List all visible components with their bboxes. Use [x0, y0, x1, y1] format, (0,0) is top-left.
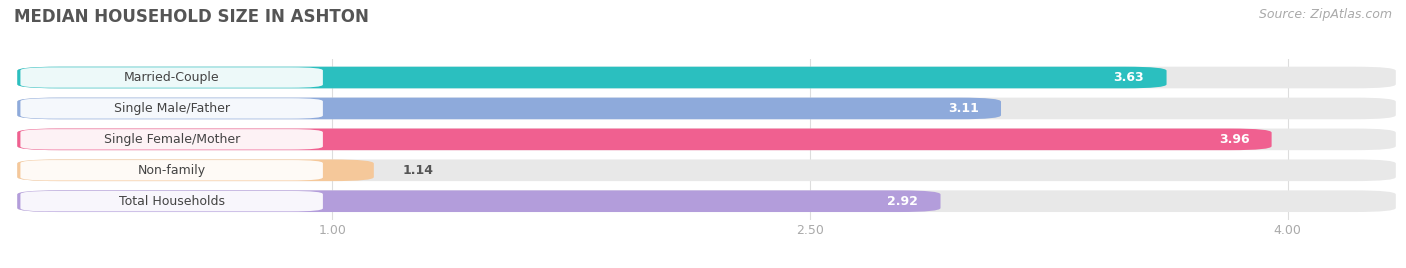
FancyBboxPatch shape: [17, 159, 374, 181]
FancyBboxPatch shape: [17, 190, 941, 212]
Text: 3.63: 3.63: [1114, 71, 1144, 84]
FancyBboxPatch shape: [21, 160, 323, 180]
FancyBboxPatch shape: [17, 98, 1396, 119]
FancyBboxPatch shape: [17, 129, 1271, 150]
FancyBboxPatch shape: [17, 67, 1167, 88]
Text: 3.96: 3.96: [1219, 133, 1250, 146]
Text: Total Households: Total Households: [118, 195, 225, 208]
FancyBboxPatch shape: [17, 129, 1396, 150]
Text: 2.92: 2.92: [887, 195, 918, 208]
Text: Source: ZipAtlas.com: Source: ZipAtlas.com: [1258, 8, 1392, 21]
FancyBboxPatch shape: [17, 67, 1396, 88]
Text: Married-Couple: Married-Couple: [124, 71, 219, 84]
FancyBboxPatch shape: [17, 159, 1396, 181]
Text: MEDIAN HOUSEHOLD SIZE IN ASHTON: MEDIAN HOUSEHOLD SIZE IN ASHTON: [14, 8, 368, 26]
FancyBboxPatch shape: [17, 98, 1001, 119]
FancyBboxPatch shape: [21, 129, 323, 150]
Text: Non-family: Non-family: [138, 164, 205, 177]
Text: 3.11: 3.11: [948, 102, 979, 115]
Text: Single Male/Father: Single Male/Father: [114, 102, 229, 115]
FancyBboxPatch shape: [21, 98, 323, 119]
Text: Single Female/Mother: Single Female/Mother: [104, 133, 240, 146]
FancyBboxPatch shape: [21, 67, 323, 88]
FancyBboxPatch shape: [17, 190, 1396, 212]
FancyBboxPatch shape: [21, 191, 323, 211]
Text: 1.14: 1.14: [402, 164, 433, 177]
